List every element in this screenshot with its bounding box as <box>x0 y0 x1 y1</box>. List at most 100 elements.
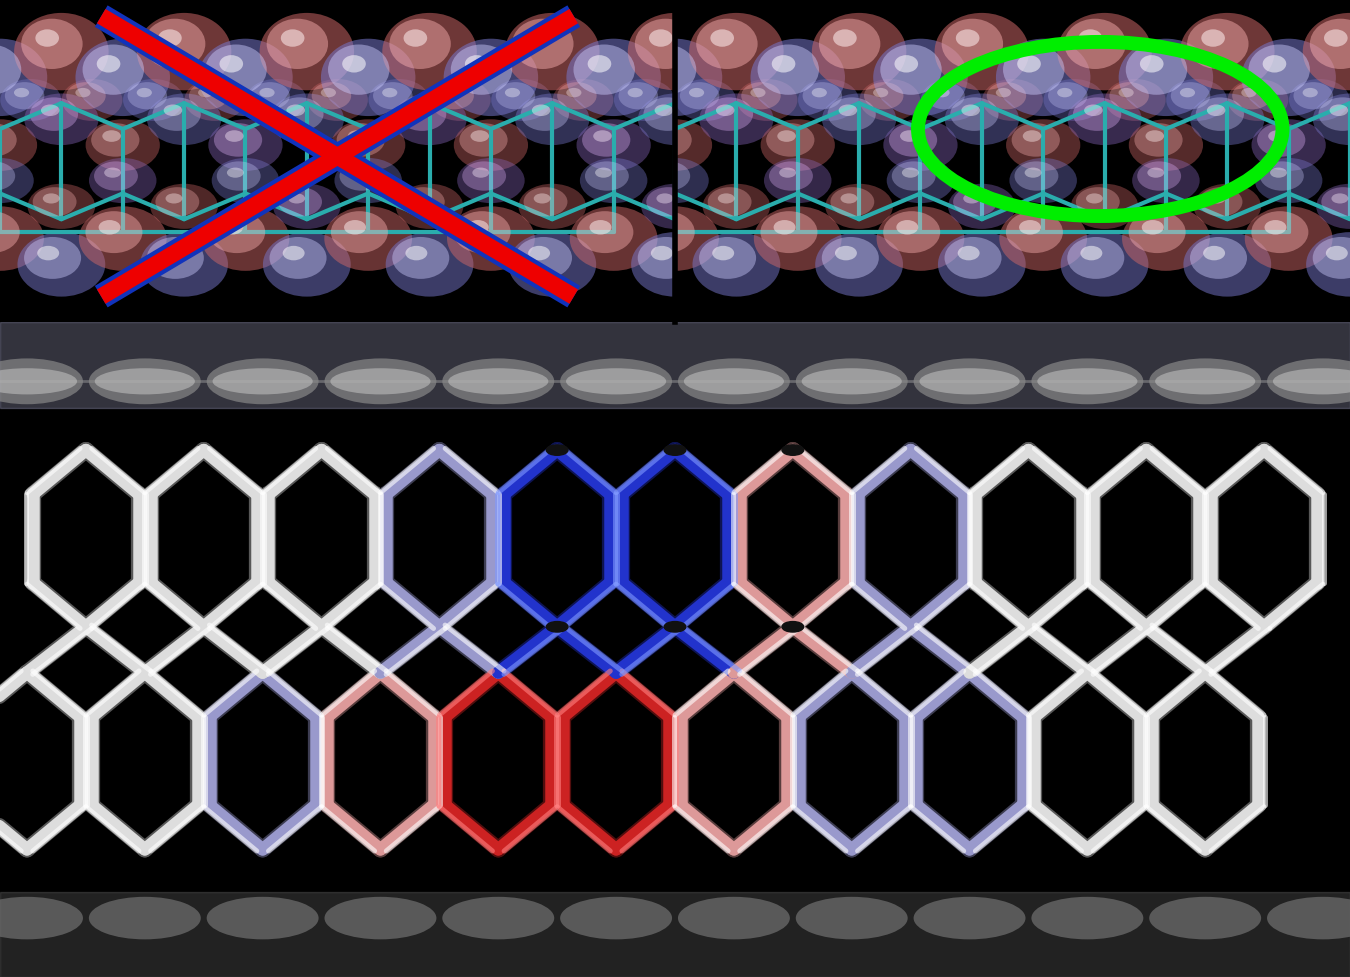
Ellipse shape <box>282 246 305 260</box>
Ellipse shape <box>0 158 34 203</box>
Ellipse shape <box>85 119 159 171</box>
Ellipse shape <box>462 161 506 191</box>
Ellipse shape <box>1305 233 1350 297</box>
Ellipse shape <box>382 88 397 98</box>
Ellipse shape <box>655 105 674 116</box>
Ellipse shape <box>1149 897 1261 939</box>
Ellipse shape <box>1326 246 1347 260</box>
Ellipse shape <box>637 211 695 253</box>
Ellipse shape <box>1156 368 1256 395</box>
Ellipse shape <box>259 88 274 98</box>
Ellipse shape <box>518 184 586 229</box>
Ellipse shape <box>339 161 383 191</box>
Ellipse shape <box>751 39 845 116</box>
Ellipse shape <box>680 82 720 109</box>
Ellipse shape <box>593 130 612 142</box>
Ellipse shape <box>981 79 1042 121</box>
Ellipse shape <box>324 359 436 404</box>
Ellipse shape <box>32 188 77 217</box>
Ellipse shape <box>1189 237 1247 278</box>
Ellipse shape <box>900 130 918 142</box>
Ellipse shape <box>369 79 429 121</box>
Ellipse shape <box>741 82 780 109</box>
Ellipse shape <box>1319 98 1350 131</box>
Ellipse shape <box>1006 211 1062 253</box>
Ellipse shape <box>0 119 38 171</box>
Ellipse shape <box>560 359 672 404</box>
Ellipse shape <box>321 39 416 116</box>
Ellipse shape <box>95 161 138 191</box>
Ellipse shape <box>892 161 936 191</box>
Circle shape <box>547 621 568 632</box>
Ellipse shape <box>655 130 674 142</box>
Ellipse shape <box>699 94 774 146</box>
Ellipse shape <box>471 130 489 142</box>
Ellipse shape <box>678 897 790 939</box>
Ellipse shape <box>14 88 30 98</box>
Ellipse shape <box>1202 29 1224 47</box>
Ellipse shape <box>532 105 551 116</box>
Ellipse shape <box>1104 79 1165 121</box>
Ellipse shape <box>953 188 998 217</box>
Ellipse shape <box>760 119 834 171</box>
Ellipse shape <box>1031 359 1143 404</box>
Ellipse shape <box>1245 206 1332 271</box>
Ellipse shape <box>710 29 734 47</box>
Ellipse shape <box>136 88 153 98</box>
Ellipse shape <box>286 105 305 116</box>
Ellipse shape <box>464 55 489 72</box>
Ellipse shape <box>509 233 597 297</box>
Ellipse shape <box>567 39 662 116</box>
Ellipse shape <box>331 368 431 395</box>
Ellipse shape <box>811 88 828 98</box>
Ellipse shape <box>778 130 796 142</box>
Ellipse shape <box>883 211 940 253</box>
Ellipse shape <box>828 98 876 131</box>
Ellipse shape <box>163 105 182 116</box>
Ellipse shape <box>1119 39 1214 116</box>
Ellipse shape <box>0 897 82 939</box>
Ellipse shape <box>637 94 713 146</box>
Ellipse shape <box>22 19 82 69</box>
Ellipse shape <box>634 45 697 95</box>
Ellipse shape <box>1257 123 1305 156</box>
Ellipse shape <box>678 359 790 404</box>
Ellipse shape <box>987 82 1026 109</box>
Ellipse shape <box>895 55 918 72</box>
Ellipse shape <box>27 184 94 229</box>
Ellipse shape <box>208 119 282 171</box>
Ellipse shape <box>342 55 366 72</box>
Ellipse shape <box>528 246 549 260</box>
Ellipse shape <box>324 897 436 939</box>
Ellipse shape <box>641 184 709 229</box>
Ellipse shape <box>350 168 366 178</box>
Ellipse shape <box>945 237 1002 278</box>
Ellipse shape <box>964 193 980 203</box>
Ellipse shape <box>1196 98 1243 131</box>
Ellipse shape <box>1110 82 1149 109</box>
Ellipse shape <box>0 45 22 95</box>
Ellipse shape <box>213 123 262 156</box>
Ellipse shape <box>764 158 832 203</box>
Ellipse shape <box>1037 368 1138 395</box>
Ellipse shape <box>14 13 108 90</box>
Ellipse shape <box>458 158 525 203</box>
Ellipse shape <box>587 55 612 72</box>
Ellipse shape <box>880 45 942 95</box>
Ellipse shape <box>644 98 691 131</box>
Ellipse shape <box>576 119 651 171</box>
Ellipse shape <box>585 161 629 191</box>
Ellipse shape <box>43 193 59 203</box>
Ellipse shape <box>864 82 903 109</box>
Ellipse shape <box>263 233 351 297</box>
Ellipse shape <box>336 123 385 156</box>
Ellipse shape <box>641 158 709 203</box>
Ellipse shape <box>1241 88 1257 98</box>
Ellipse shape <box>166 193 182 203</box>
Ellipse shape <box>656 168 674 178</box>
Ellipse shape <box>938 233 1026 297</box>
Ellipse shape <box>1057 88 1072 98</box>
Ellipse shape <box>1031 897 1143 939</box>
Ellipse shape <box>454 211 510 253</box>
Ellipse shape <box>24 237 81 278</box>
